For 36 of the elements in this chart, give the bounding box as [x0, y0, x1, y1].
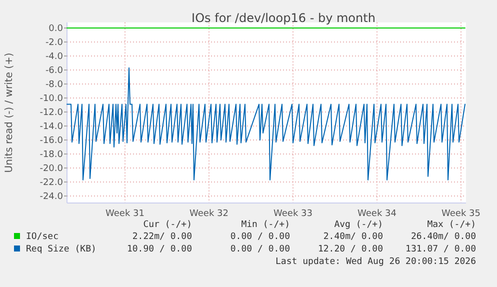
x-tick-label: Week 31 [106, 209, 144, 219]
y-tick-label: -20.0 [40, 164, 64, 174]
line-series [66, 67, 466, 180]
text: Min (-/+) [241, 220, 290, 230]
y-tick-label: -12.0 [40, 108, 64, 118]
text: Max (-/+) [427, 220, 476, 230]
y-tick-label: -24.0 [40, 192, 64, 202]
x-tick-label: Week 32 [190, 209, 228, 219]
text: Cur (-/+) [143, 220, 192, 230]
legend-label: IO/sec [26, 232, 59, 242]
y-tick-label: -16.0 [40, 136, 64, 146]
text: 0.00 / 0.00 [230, 244, 290, 254]
y-tick-label: -10.0 [40, 94, 64, 104]
y-tick-label: -4.0 [45, 52, 64, 62]
y-tick-label: -14.0 [40, 122, 64, 132]
text: Last update: Wed Aug 26 20:00:15 2026 [276, 257, 476, 267]
y-tick-label: -18.0 [40, 150, 64, 160]
text: Avg (-/+) [334, 220, 383, 230]
text: 0.00 / 0.00 [230, 232, 290, 242]
text: 10.90 / 0.00 [126, 244, 192, 254]
text: 2.22m/ 0.00 [132, 232, 192, 242]
text: 12.20 / 0.00 [318, 244, 383, 254]
x-tick-label: Week 35 [442, 209, 480, 219]
y-tick-label: -6.0 [45, 66, 64, 76]
y-axis-title: Units read (-) / write (+) [4, 52, 15, 173]
text: 131.07 / 0.00 [406, 244, 476, 254]
y-tick-label: 0.0 [48, 24, 64, 34]
x-tick-label: Week 34 [358, 209, 397, 219]
y-tick-label: -2.0 [45, 38, 64, 48]
chart-title: IOs for /dev/loop16 - by month [192, 11, 376, 25]
text: 26.40m/ 0.00 [410, 232, 476, 242]
y-tick-label: -22.0 [40, 178, 64, 188]
text: 2.40m/ 0.00 [323, 232, 383, 242]
x-tick-label: Week 33 [274, 209, 312, 219]
legend-label: Req Size (KB) [26, 244, 96, 254]
y-tick-label: -8.0 [45, 80, 64, 90]
